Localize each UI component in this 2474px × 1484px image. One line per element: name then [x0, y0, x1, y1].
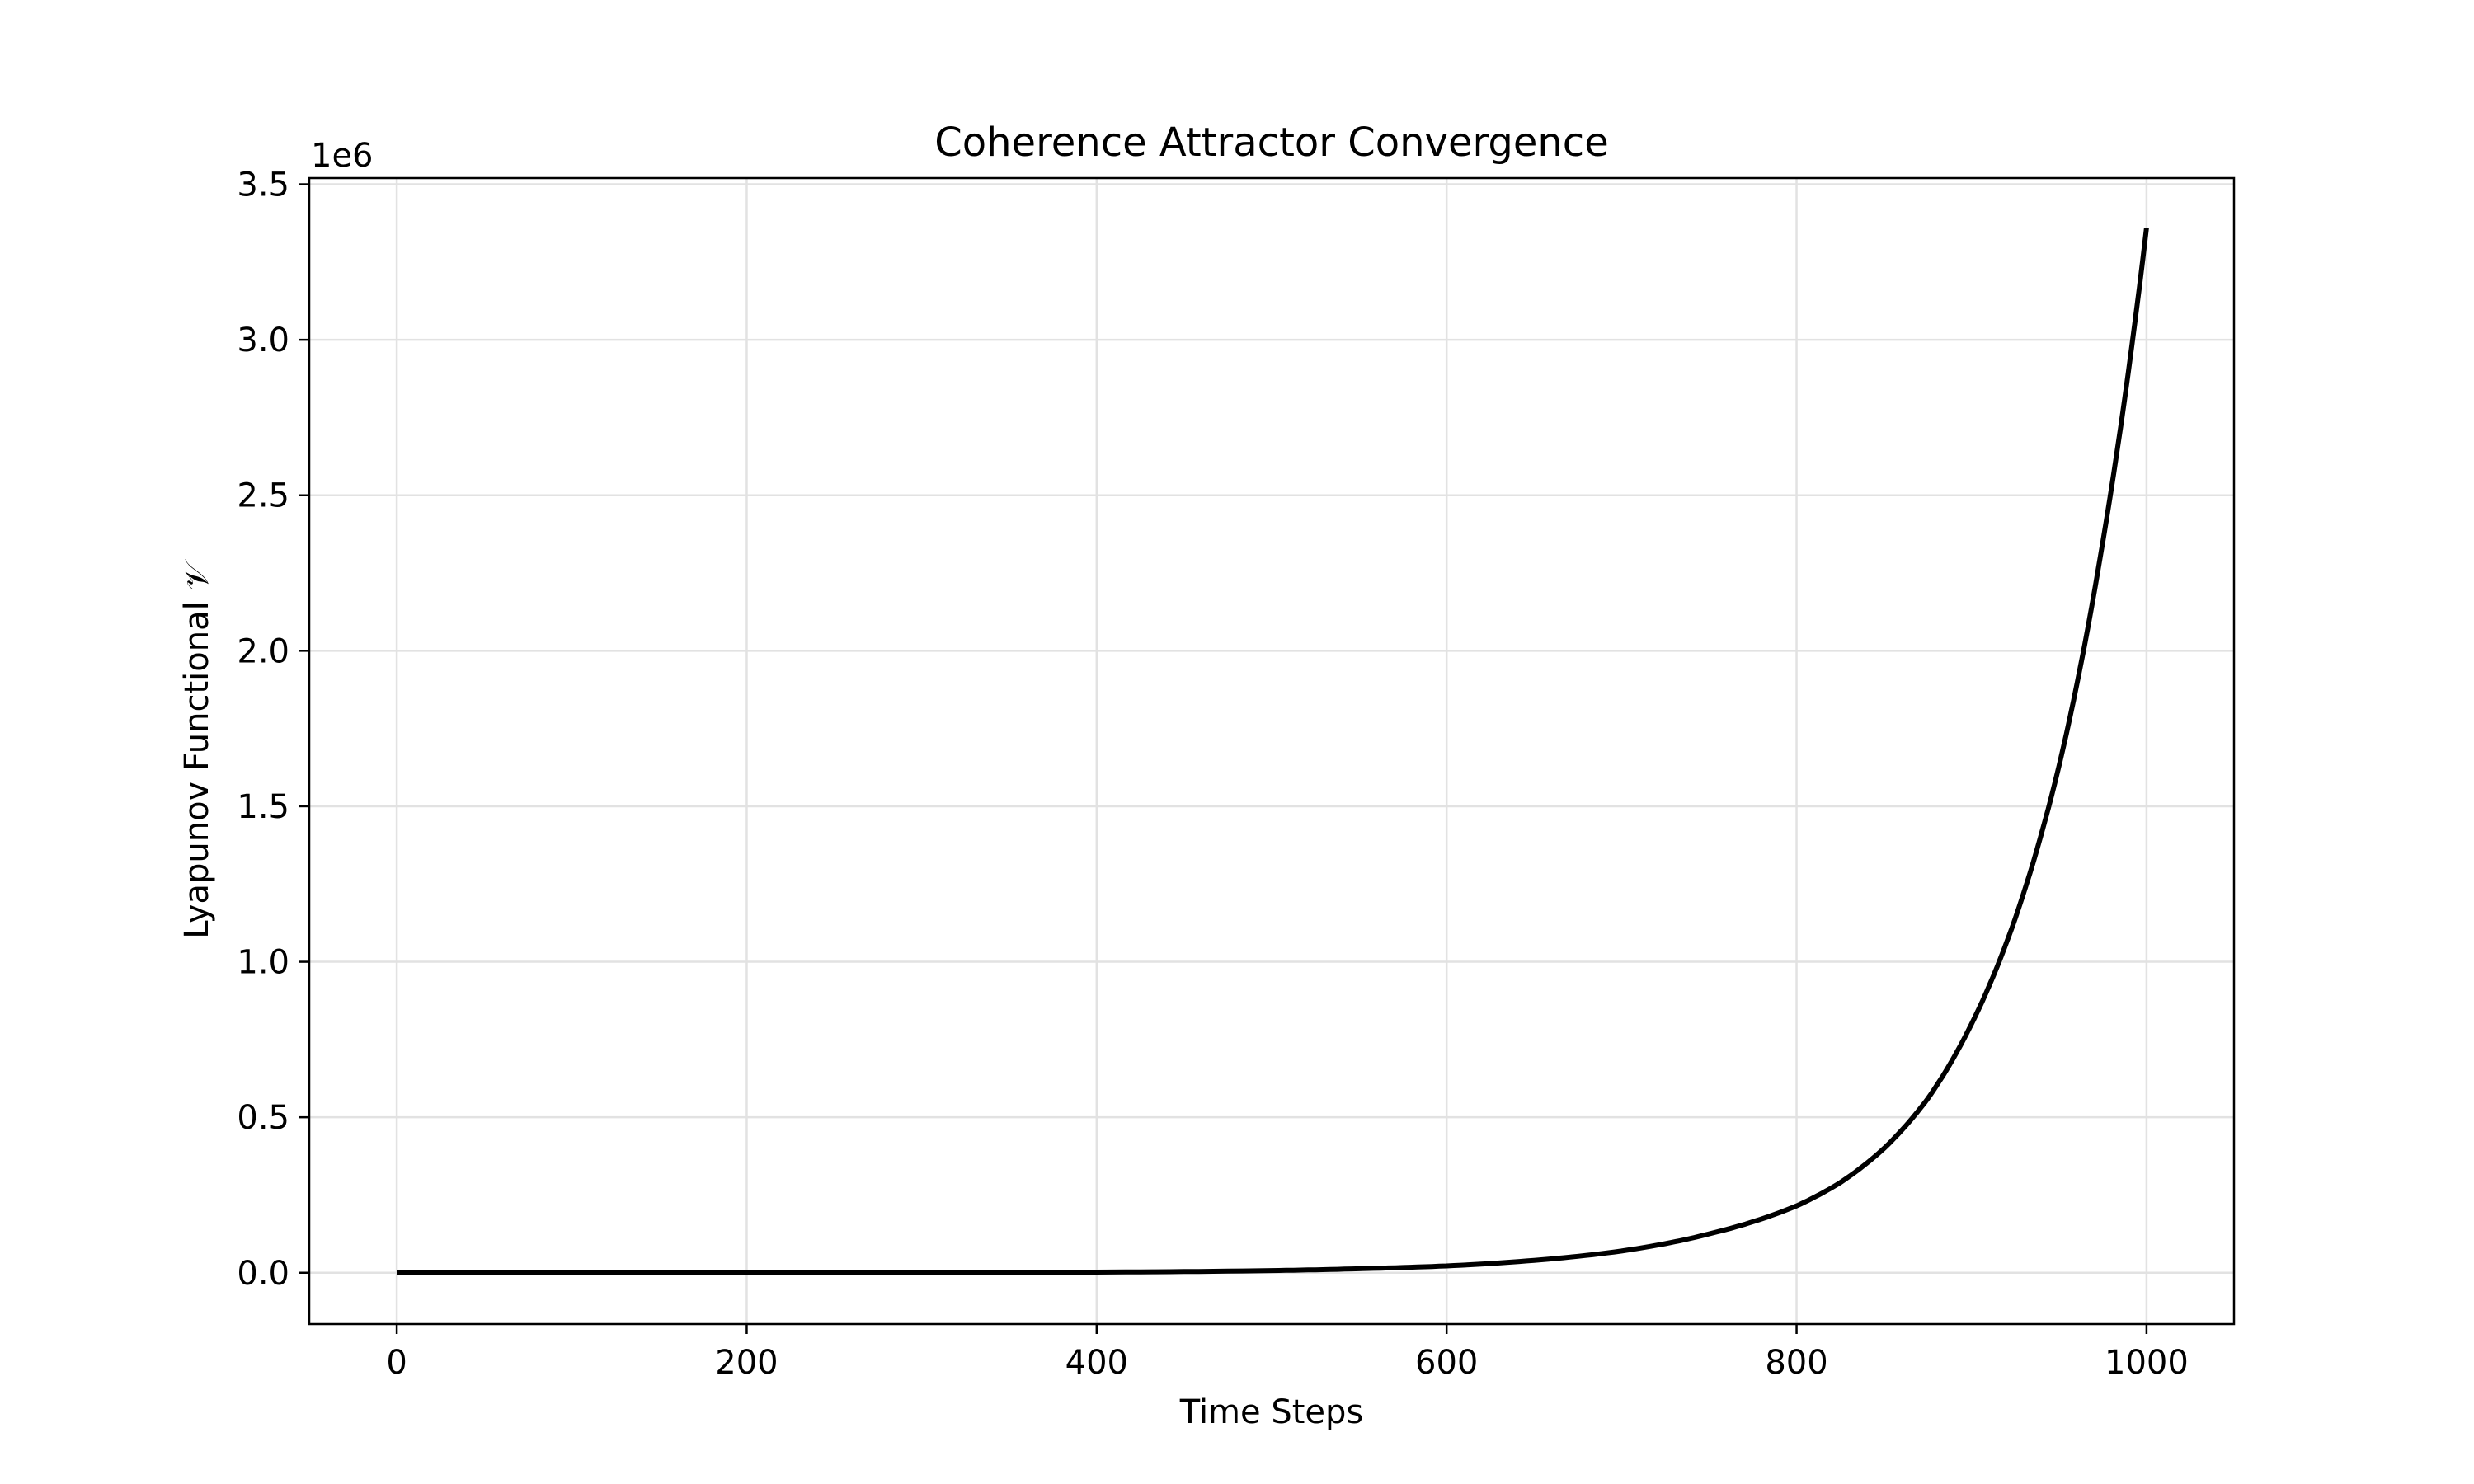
y-tick-label: 3.0: [237, 322, 289, 359]
tick-marks: [299, 183, 2148, 1334]
x-tick-label: 0: [386, 1344, 407, 1382]
y-axis-label: Lyapunov Functional 𝒱: [178, 559, 216, 939]
series-point: [1882, 1146, 1887, 1151]
x-tick-label: 400: [1065, 1344, 1128, 1382]
series-point: [1269, 1268, 1274, 1273]
y-tick-label: 2.0: [237, 632, 289, 670]
series-point: [394, 1270, 399, 1275]
series-point: [2013, 916, 2018, 921]
series-layer: [394, 225, 2149, 1275]
tick-labels: 0 200 400 600 800 1000 0.0 0.5 1.0 1.5 2.0 2.5 3.0 3.…: [237, 167, 2188, 1382]
series-point: [569, 1270, 574, 1275]
series-point: [2057, 763, 2062, 768]
y-tick-label: 3.5: [237, 167, 289, 204]
series-point: [1094, 1270, 1099, 1275]
series-point: [2100, 539, 2105, 544]
x-tick-label: 800: [1765, 1344, 1827, 1382]
y-tick-label: 1.0: [237, 944, 289, 982]
y-axis-offset-label: 1e6: [311, 137, 374, 175]
series-point: [1838, 1180, 1843, 1185]
plot-area-background: [309, 178, 2234, 1324]
series-point: [744, 1270, 749, 1275]
series-point: [1357, 1266, 1362, 1271]
series-point: [1531, 1258, 1536, 1263]
series-point: [920, 1270, 924, 1275]
y-tick-label: 1.5: [237, 788, 289, 826]
x-axis-label: Time Steps: [1179, 1393, 1364, 1431]
grid-lines: [309, 178, 2234, 1324]
series-point: [1794, 1204, 1799, 1209]
series-point: [1619, 1248, 1624, 1253]
series-point: [1706, 1232, 1711, 1237]
series-point: [1969, 1021, 1974, 1026]
series-point: [2144, 225, 2149, 230]
series-point: [1926, 1097, 1931, 1101]
y-tick-label: 0.0: [237, 1255, 289, 1293]
y-tick-label: 2.5: [237, 477, 289, 515]
chart-title: Coherence Attractor Convergence: [934, 120, 1608, 166]
series-line: [397, 228, 2149, 1275]
x-tick-label: 600: [1415, 1344, 1478, 1382]
plot-area-frame: [308, 176, 2236, 1326]
x-tick-label: 1000: [2105, 1344, 2189, 1382]
series-point: [1444, 1263, 1449, 1268]
y-tick-label: 0.5: [237, 1099, 289, 1137]
x-tick-label: 200: [715, 1344, 778, 1382]
